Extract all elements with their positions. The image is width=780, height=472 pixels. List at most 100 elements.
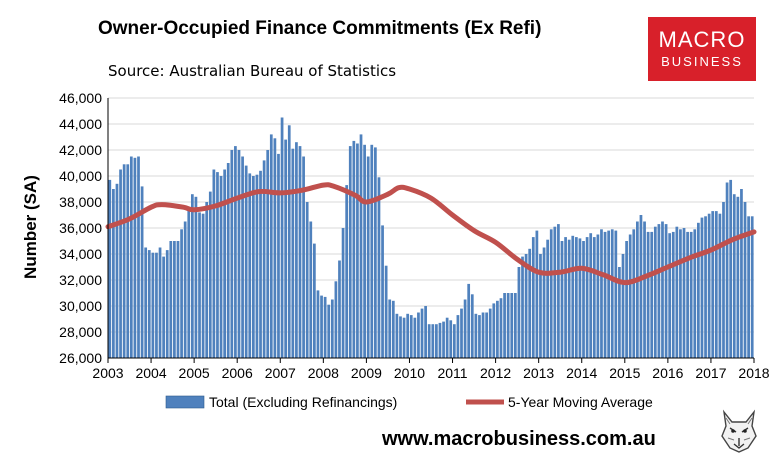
bar [348,146,352,358]
moving-average-line [105,182,757,286]
bar [165,250,169,358]
bar [219,176,223,358]
bar [467,283,471,358]
bar [481,312,485,358]
bar [352,140,356,358]
bar [567,239,571,358]
bar [643,221,646,358]
bar [119,169,122,358]
bar [603,231,607,358]
bar [571,235,575,358]
legend-bar-label: Total (Excluding Refinancings) [209,394,397,410]
bar [406,313,410,358]
legend-bar-swatch [165,395,205,409]
bar [460,308,463,358]
bar [574,237,578,358]
bar [485,312,488,358]
bar [435,324,438,358]
bar [517,267,521,358]
bar [223,169,227,358]
bar [614,230,618,358]
bar [420,308,424,358]
bar [707,213,711,358]
y-tick-label: 38,000 [59,194,102,210]
bar [208,191,212,358]
bar [578,238,582,358]
bar [108,179,112,358]
bar [582,241,585,358]
y-tick-label: 26,000 [59,350,102,366]
bar [388,299,392,358]
bar [661,221,664,358]
bar [255,174,259,358]
bar [449,320,453,358]
bar [700,217,704,358]
bar [129,156,133,358]
bar [126,164,130,358]
bar [621,254,625,358]
bar [549,229,553,358]
bar [736,196,740,358]
bar [409,315,413,358]
bar [313,243,316,358]
bar [542,247,546,358]
x-tick-label: 2014 [566,365,597,381]
bar [636,221,639,358]
y-tick-labels: 26,000 28,000 30,000 32,000 34,000 36,000 38,0… [59,90,102,366]
bar [162,256,165,358]
bar [560,241,564,358]
bar [216,172,219,358]
bar [226,163,230,358]
chart-legend: Total (Excluding Refinancings) 5-Year Mo… [165,394,653,410]
bar [140,186,144,358]
bar [363,144,366,358]
bar [302,156,305,358]
bar [399,316,402,358]
bar [521,256,524,358]
bar [316,290,320,358]
bar [452,324,456,358]
bar [539,254,542,358]
bar [686,231,689,358]
bar [259,170,262,358]
x-tick-labels: 2003 2004 2005 2006 2007 2008 2009 2010 2011 2012… [92,365,769,381]
bar [671,231,675,358]
bar [679,229,682,358]
bar [496,300,499,358]
bar [456,315,460,358]
y-tick-label: 28,000 [59,324,102,340]
bar [442,321,445,358]
bar-series [108,117,754,358]
bar [535,230,539,358]
y-tick-label: 46,000 [59,90,102,106]
bar [180,229,183,358]
y-tick-label: 44,000 [59,116,102,132]
x-tick-label: 2004 [135,365,166,381]
bar [158,247,162,358]
bar [725,182,729,358]
bar [234,146,237,358]
y-axis-label: Number (SA) [21,175,40,279]
bar [241,156,244,358]
bar [381,225,384,358]
bar [524,254,528,358]
x-tick-label: 2010 [394,365,425,381]
chart-grid [108,97,754,359]
y-tick-label: 34,000 [59,246,102,262]
bar [244,165,248,358]
y-tick-label: 42,000 [59,142,102,158]
bar [133,157,137,358]
bar [237,150,241,358]
bar [112,189,115,358]
bar [198,212,201,358]
bar [366,156,370,358]
y-tick-label: 36,000 [59,220,102,236]
bar [718,213,722,358]
bar [137,156,140,358]
bar [356,143,359,358]
bar [173,241,176,358]
bar [528,248,532,358]
bar [151,252,155,358]
bar [503,293,506,358]
